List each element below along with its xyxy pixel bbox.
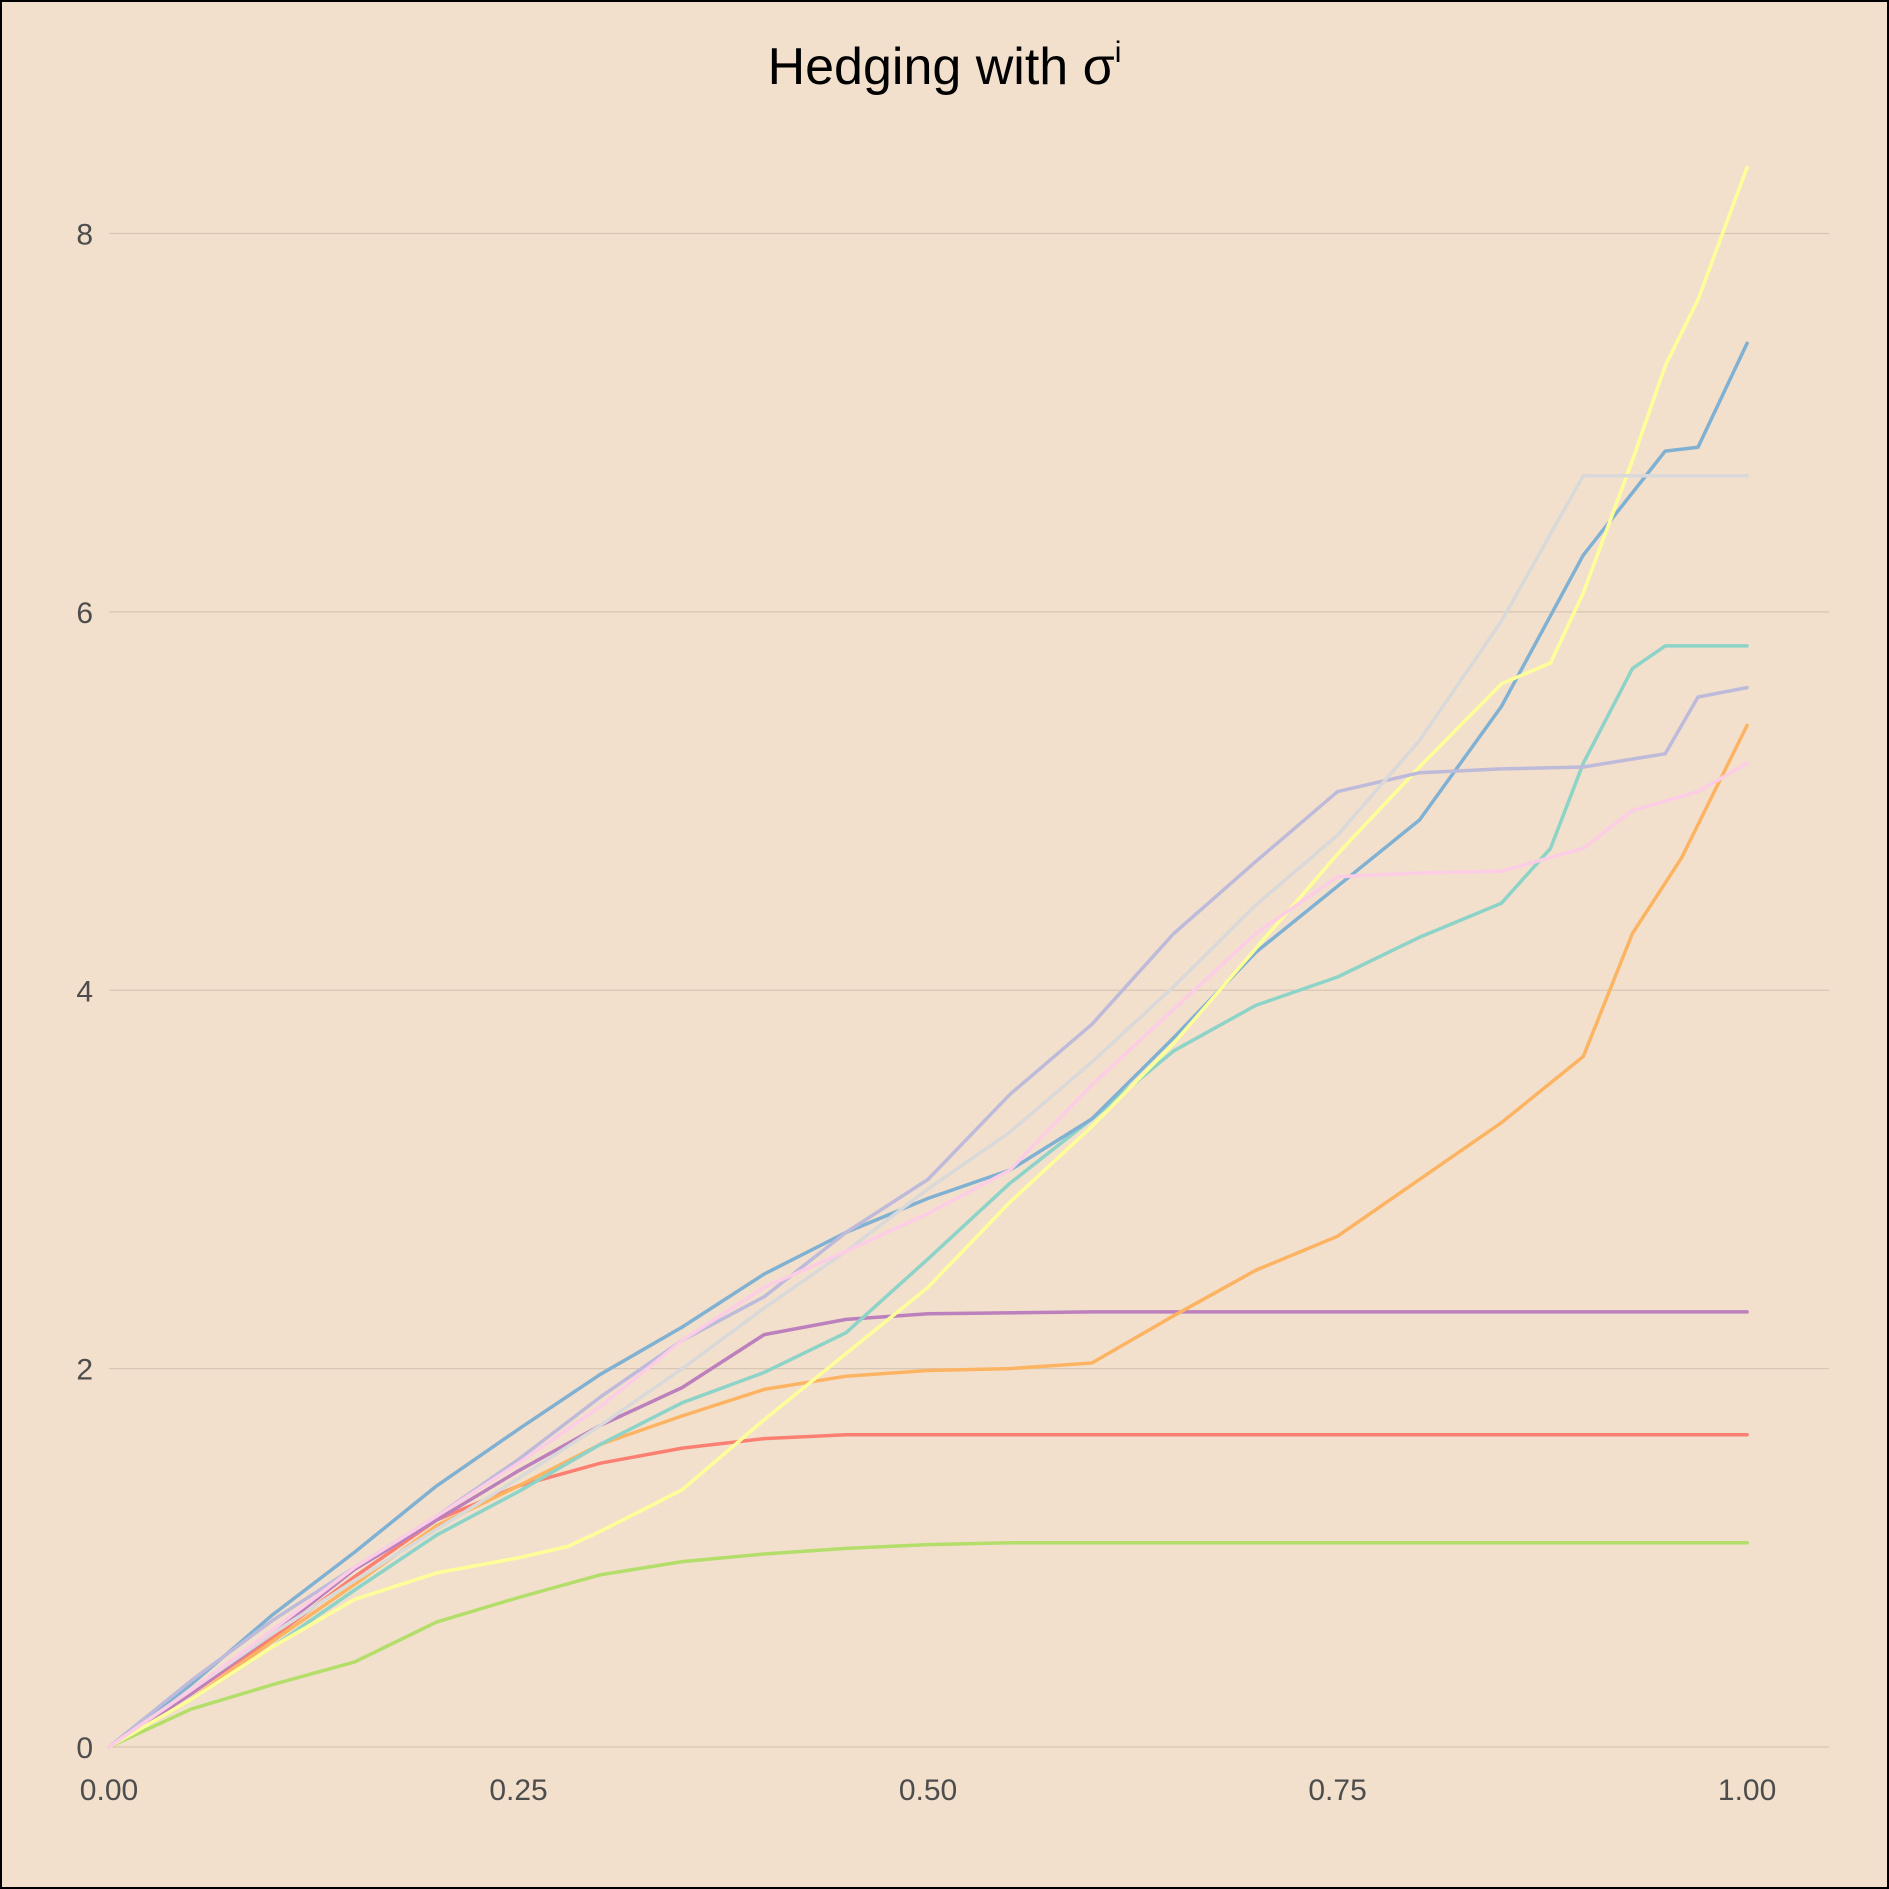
x-tick-label: 0.25 xyxy=(489,1774,547,1807)
x-tick-label: 0.50 xyxy=(899,1774,957,1807)
x-tick-label: 0.75 xyxy=(1308,1774,1366,1807)
chart-title: Hedging with σi xyxy=(0,36,1889,97)
series-line-3 xyxy=(107,1310,1749,1749)
title-superscript: i xyxy=(1114,36,1122,69)
y-tick-label: 0 xyxy=(76,1732,93,1765)
x-tick-label: 1.00 xyxy=(1718,1774,1776,1807)
series-line-2 xyxy=(107,1433,1749,1749)
series-line-6 xyxy=(107,341,1749,1749)
series-line-9 xyxy=(107,473,1749,1749)
y-tick-label: 6 xyxy=(76,597,93,630)
x-tick-label: 0.00 xyxy=(80,1774,138,1807)
title-text: Hedging with σ xyxy=(767,38,1115,96)
y-tick-label: 2 xyxy=(76,1354,93,1387)
y-tick-label: 8 xyxy=(76,219,93,252)
series-line-7 xyxy=(107,165,1749,1749)
series-line-1 xyxy=(107,1540,1749,1749)
series-line-4 xyxy=(107,723,1749,1749)
x-axis-ticks: 0.00 0.25 0.50 0.75 1.00 xyxy=(80,1774,1776,1807)
y-tick-label: 4 xyxy=(76,975,93,1008)
series-lines xyxy=(107,165,1749,1749)
gridlines xyxy=(109,232,1829,1748)
series-line-10 xyxy=(107,761,1749,1749)
y-axis-ticks: 0 2 4 6 8 xyxy=(76,219,93,1765)
series-line-5 xyxy=(107,644,1749,1749)
